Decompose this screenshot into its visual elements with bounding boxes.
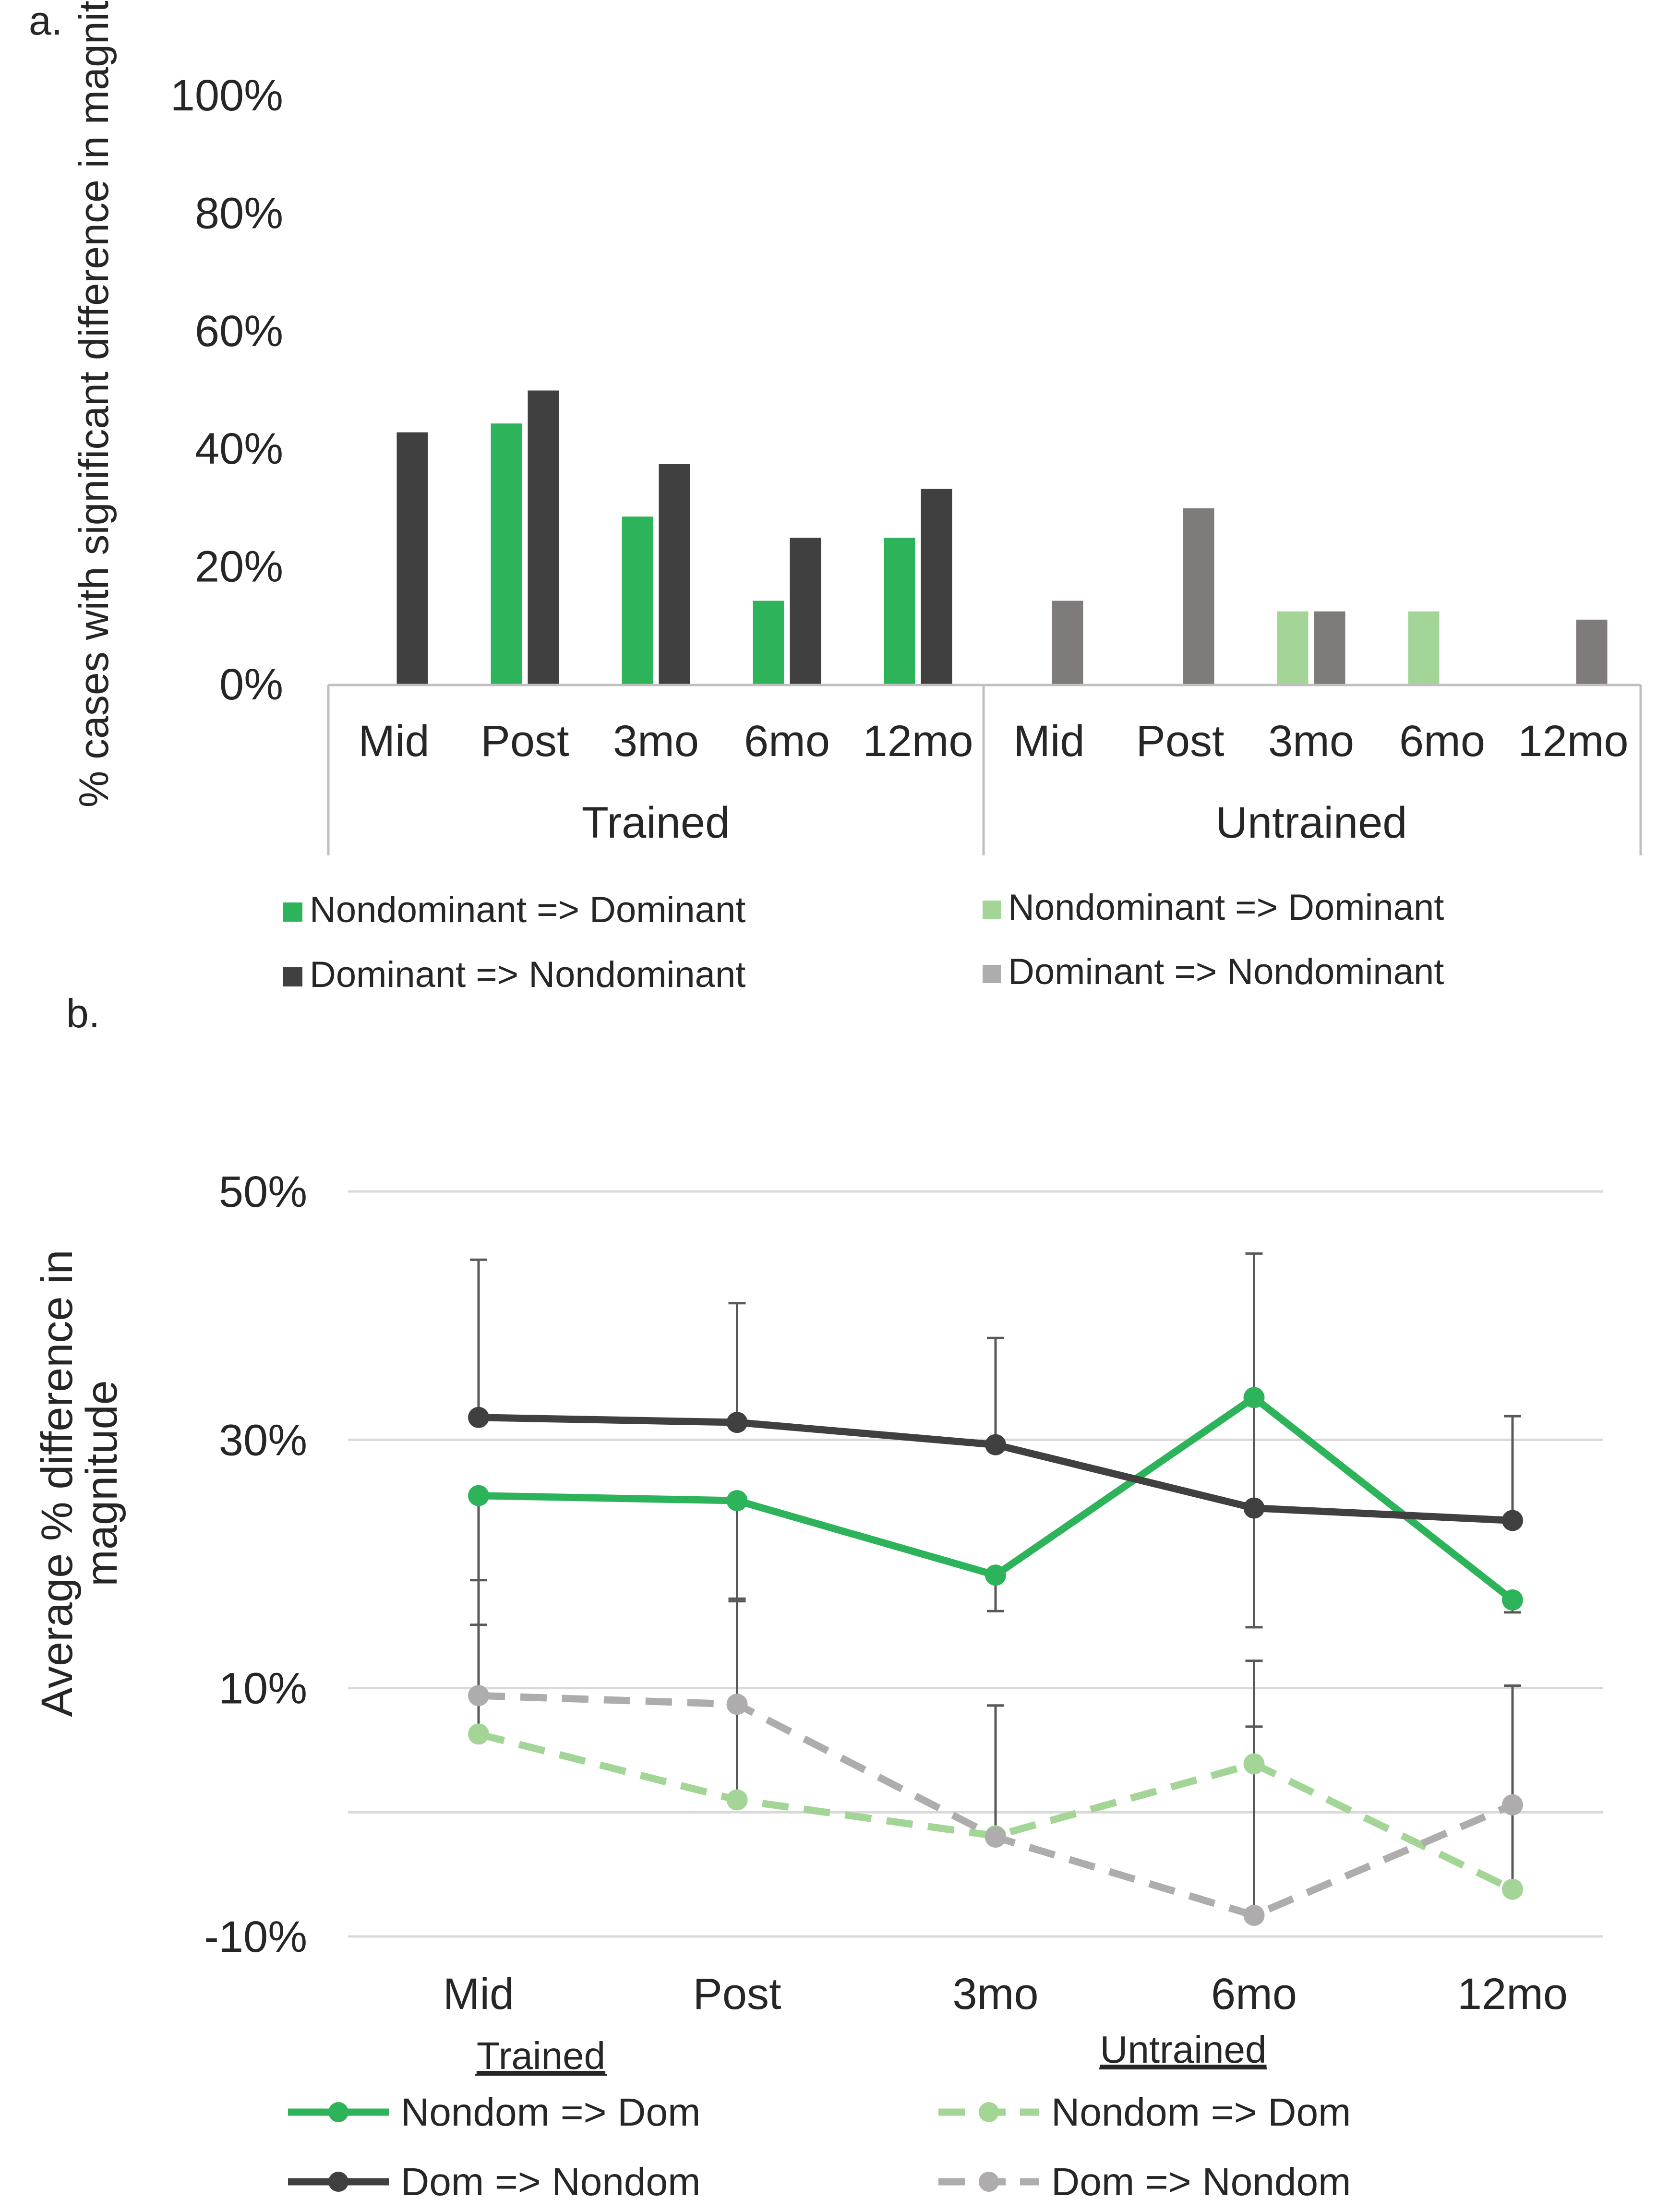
- panel-b-line-chart: b. Average % difference in magnitude 50%…: [33, 991, 1603, 2204]
- bar-trained-12mo-nondom-dom: [884, 538, 915, 685]
- a-y-tick-20: 20%: [195, 542, 283, 591]
- bar-trained-post-dom-nondom: [528, 390, 559, 685]
- point-trained-nondom-dom-6mo: [1243, 1387, 1265, 1408]
- legend-label-untrained-nondom-dom: Nondominant => Dominant: [1008, 887, 1444, 928]
- bar-untrained-3mo-nondom-dom: [1277, 611, 1309, 685]
- legend-label-b-trained-nondom-dom: Nondom => Dom: [401, 2091, 700, 2134]
- b-x-tick-post: Post: [693, 1970, 781, 2019]
- legend-swatch-untrained-dom-nondom: [983, 965, 1001, 983]
- point-trained-dom-nondom-post: [726, 1412, 748, 1433]
- a-x-tick-trained-6mo: 6mo: [744, 717, 830, 766]
- point-untrained-dom-nondom-mid: [468, 1685, 489, 1707]
- bar-untrained-3mo-dom-nondom: [1314, 611, 1345, 685]
- a-x-tick-untrained-post: Post: [1136, 717, 1224, 766]
- panel-a-legend: Nondominant => Dominant Dominant => Nond…: [283, 887, 1444, 995]
- point-trained-dom-nondom-3mo: [985, 1434, 1006, 1455]
- legend-marker-untrained-nondom-dom: [979, 2102, 999, 2122]
- a-x-tick-untrained-3mo: 3mo: [1268, 717, 1354, 766]
- a-y-tick-80: 80%: [195, 189, 283, 238]
- a-x-tick-trained-post: Post: [480, 717, 569, 766]
- bar-trained-6mo-dom-nondom: [790, 538, 821, 685]
- a-y-tick-0: 0%: [219, 660, 283, 709]
- series-line-untrained-nondom-dom: [478, 1731, 1514, 1893]
- legend-marker-trained-nondom-dom: [328, 2102, 348, 2122]
- panel-b-label: b.: [66, 991, 100, 1036]
- legend-marker-trained-dom-nondom: [328, 2172, 348, 2192]
- point-trained-dom-nondom-mid: [468, 1407, 489, 1428]
- point-trained-nondom-dom-mid: [468, 1485, 489, 1506]
- point-untrained-dom-nondom-12mo: [1502, 1794, 1523, 1815]
- bar-untrained-post-dom-nondom: [1183, 508, 1214, 685]
- bar-trained-3mo-dom-nondom: [659, 464, 690, 685]
- bar-trained-3mo-nondom-dom: [622, 517, 653, 685]
- panel-a-bar-chart: a. % cases with significant difference i…: [29, 0, 1642, 995]
- bar-untrained-mid-dom-nondom: [1052, 601, 1083, 685]
- panel-b-legend: Trained Untrained Nondom => Dom Dom => N…: [288, 2028, 1351, 2204]
- a-y-tick-60: 60%: [195, 307, 283, 356]
- a-x-tick-trained-mid: Mid: [358, 717, 429, 766]
- point-trained-nondom-dom-12mo: [1502, 1589, 1523, 1611]
- panel-a-y-axis-title: % cases with significant difference in m…: [71, 0, 117, 807]
- b-y-tick-50: 50%: [219, 1167, 307, 1216]
- point-trained-dom-nondom-6mo: [1243, 1497, 1265, 1519]
- bar-trained-mid-dom-nondom: [396, 432, 428, 685]
- point-untrained-dom-nondom-6mo: [1243, 1905, 1265, 1926]
- legend-label-b-trained-dom-nondom: Dom => Nondom: [401, 2160, 700, 2204]
- b-x-tick-6mo: 6mo: [1211, 1970, 1297, 2019]
- bar-trained-6mo-nondom-dom: [753, 601, 784, 685]
- panel-a-label: a.: [29, 0, 62, 43]
- point-trained-nondom-dom-3mo: [985, 1564, 1006, 1586]
- a-x-tick-untrained-12mo: 12mo: [1518, 717, 1628, 766]
- point-untrained-nondom-dom-mid: [468, 1723, 489, 1745]
- a-x-tick-trained-3mo: 3mo: [613, 717, 699, 766]
- point-untrained-dom-nondom-3mo: [985, 1827, 1006, 1848]
- legend-label-b-untrained-nondom-dom: Nondom => Dom: [1051, 2091, 1351, 2134]
- bar-trained-12mo-dom-nondom: [921, 489, 952, 685]
- b-x-tick-12mo: 12mo: [1457, 1970, 1568, 2019]
- legend-swatch-untrained-nondom-dom: [983, 901, 1001, 919]
- legend-swatch-trained-dom-nondom: [283, 967, 302, 986]
- panel-b-y-axis-title-line1: Average % difference in: [33, 1250, 82, 1717]
- legend-label-trained-dom-nondom: Dominant => Nondominant: [310, 954, 745, 995]
- b-x-tick-mid: Mid: [443, 1970, 514, 2019]
- a-x-tick-trained-12mo: 12mo: [863, 717, 973, 766]
- a-y-tick-100: 100%: [170, 71, 283, 120]
- bar-untrained-12mo-dom-nondom: [1576, 619, 1608, 685]
- legend-title-untrained: Untrained: [1100, 2028, 1267, 2071]
- point-trained-nondom-dom-post: [726, 1490, 748, 1512]
- legend-marker-untrained-dom-nondom: [979, 2172, 999, 2192]
- point-trained-dom-nondom-12mo: [1502, 1510, 1523, 1531]
- point-untrained-nondom-dom-post: [726, 1789, 748, 1811]
- a-x-tick-untrained-6mo: 6mo: [1399, 717, 1485, 766]
- panel-b-y-axis-title-line2: magnitude: [77, 1380, 126, 1587]
- a-y-tick-40: 40%: [195, 424, 283, 473]
- point-untrained-nondom-dom-6mo: [1243, 1753, 1265, 1775]
- legend-swatch-trained-nondom-dom: [283, 902, 302, 922]
- group-label-untrained: Untrained: [1216, 798, 1407, 847]
- b-x-tick-3mo: 3mo: [953, 1970, 1039, 2019]
- b-y-tick-10: 10%: [219, 1664, 307, 1713]
- panel-b-y-axis-title: Average % difference in magnitude: [33, 1250, 126, 1717]
- bar-trained-post-nondom-dom: [491, 423, 522, 685]
- bar-untrained-6mo-nondom-dom: [1408, 611, 1440, 685]
- legend-label-untrained-dom-nondom: Dominant => Nondominant: [1008, 951, 1444, 992]
- legend-title-trained: Trained: [477, 2034, 605, 2077]
- a-x-tick-untrained-mid: Mid: [1013, 717, 1084, 766]
- point-untrained-nondom-dom-12mo: [1502, 1878, 1523, 1900]
- legend-label-b-untrained-dom-nondom: Dom => Nondom: [1051, 2160, 1351, 2204]
- point-untrained-dom-nondom-post: [726, 1694, 748, 1715]
- legend-label-trained-nondom-dom: Nondominant => Dominant: [310, 890, 745, 930]
- b-y-tick-neg10: -10%: [204, 1912, 307, 1961]
- b-y-tick-30: 30%: [219, 1416, 307, 1465]
- group-label-trained: Trained: [582, 798, 730, 847]
